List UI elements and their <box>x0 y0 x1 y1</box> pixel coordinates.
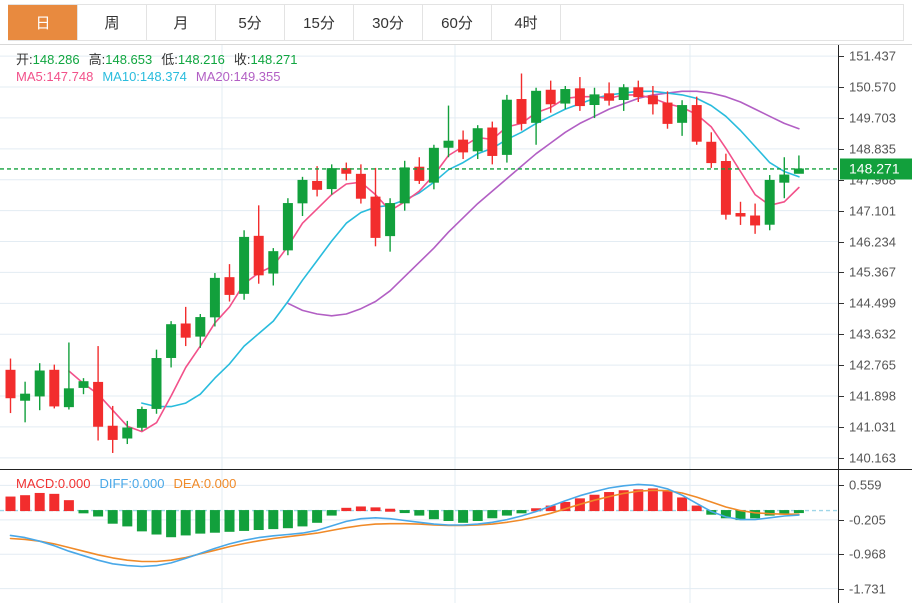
timeframe-tab-4[interactable]: 15分 <box>284 5 353 40</box>
price-axis-tick <box>839 148 844 150</box>
price-axis-tick <box>839 87 844 89</box>
timeframe-tab-5[interactable]: 30分 <box>353 5 422 40</box>
price-axis-label-3: 148.835 <box>849 141 896 157</box>
timeframe-tab-0[interactable]: 日 <box>8 5 77 40</box>
timeframe-tab-list: 日 周 月 5分 15分 30分 60分 4时 <box>8 4 561 41</box>
price-axis-label-7: 145.367 <box>849 264 896 280</box>
price-axis-tick <box>839 117 844 119</box>
timeframe-tab-1[interactable]: 周 <box>77 5 146 40</box>
timeframe-toolbar: 日 周 月 5分 15分 30分 60分 4时 <box>0 0 912 44</box>
macd-axis: 0.559 -0.205 -0.968 -1.731 <box>838 470 912 603</box>
toolbar-empty-area <box>560 4 904 41</box>
timeframe-tab-label: 周 <box>104 15 120 32</box>
current-price-tag: 148.271 <box>840 158 912 180</box>
price-axis-label-6: 146.234 <box>849 234 896 250</box>
timeframe-tab-label: 5分 <box>238 15 262 32</box>
price-axis-tick <box>839 303 844 305</box>
price-axis-tick <box>839 241 844 243</box>
price-axis-tick <box>839 426 844 428</box>
timeframe-tab-label: 月 <box>173 15 189 32</box>
macd-axis-label-2: -0.968 <box>849 546 886 562</box>
price-axis-label-10: 142.765 <box>849 357 896 373</box>
price-axis-tick <box>839 457 844 459</box>
chart-area: 151.437 150.570 149.703 148.835 147.968 147.1… <box>0 44 912 603</box>
price-axis-label-9: 143.632 <box>849 326 896 342</box>
timeframe-tab-label: 15分 <box>303 15 335 32</box>
price-axis-tick <box>839 210 844 212</box>
price-panel: 151.437 150.570 149.703 148.835 147.968 147.1… <box>0 45 912 469</box>
timeframe-tab-label: 4时 <box>514 15 538 32</box>
macd-axis-tick <box>839 554 844 556</box>
macd-axis-tick <box>839 485 844 487</box>
timeframe-tab-label: 60分 <box>441 15 473 32</box>
price-axis-tick <box>839 334 844 336</box>
timeframe-tab-3[interactable]: 5分 <box>215 5 284 40</box>
macd-axis-tick <box>839 519 844 521</box>
price-axis-label-13: 140.163 <box>849 450 896 466</box>
macd-axis-label-3: -1.731 <box>849 581 886 597</box>
price-axis-label-11: 141.898 <box>849 388 896 404</box>
price-axis-label-8: 144.499 <box>849 295 896 311</box>
timeframe-tab-2[interactable]: 月 <box>146 5 215 40</box>
price-axis-label-12: 141.031 <box>849 419 896 435</box>
price-axis-label-2: 149.703 <box>849 110 896 126</box>
price-axis-label-1: 150.570 <box>849 79 896 95</box>
macd-axis-tick <box>839 588 844 590</box>
price-axis-tick <box>839 365 844 367</box>
candlestick-chart <box>0 45 838 469</box>
timeframe-tab-6[interactable]: 60分 <box>422 5 491 40</box>
price-axis-tick <box>839 396 844 398</box>
price-axis-tick <box>839 272 844 274</box>
timeframe-tab-label: 日 <box>35 15 51 32</box>
macd-axis-label-1: -0.205 <box>849 512 886 528</box>
timeframe-tab-label: 30分 <box>372 15 404 32</box>
timeframe-tab-7[interactable]: 4时 <box>491 5 560 40</box>
price-axis-tick <box>839 179 844 181</box>
price-axis-tick <box>839 56 844 58</box>
price-axis-label-5: 147.101 <box>849 203 896 219</box>
price-plot[interactable] <box>0 45 838 469</box>
macd-axis-label-0: 0.559 <box>849 477 882 493</box>
price-axis: 151.437 150.570 149.703 148.835 147.968 147.1… <box>838 45 912 469</box>
macd-plot[interactable] <box>0 470 838 603</box>
macd-panel: 0.559 -0.205 -0.968 -1.731 MACD:0.000 DIFF:0… <box>0 469 912 603</box>
macd-chart <box>0 470 838 603</box>
price-axis-label-0: 151.437 <box>849 48 896 64</box>
